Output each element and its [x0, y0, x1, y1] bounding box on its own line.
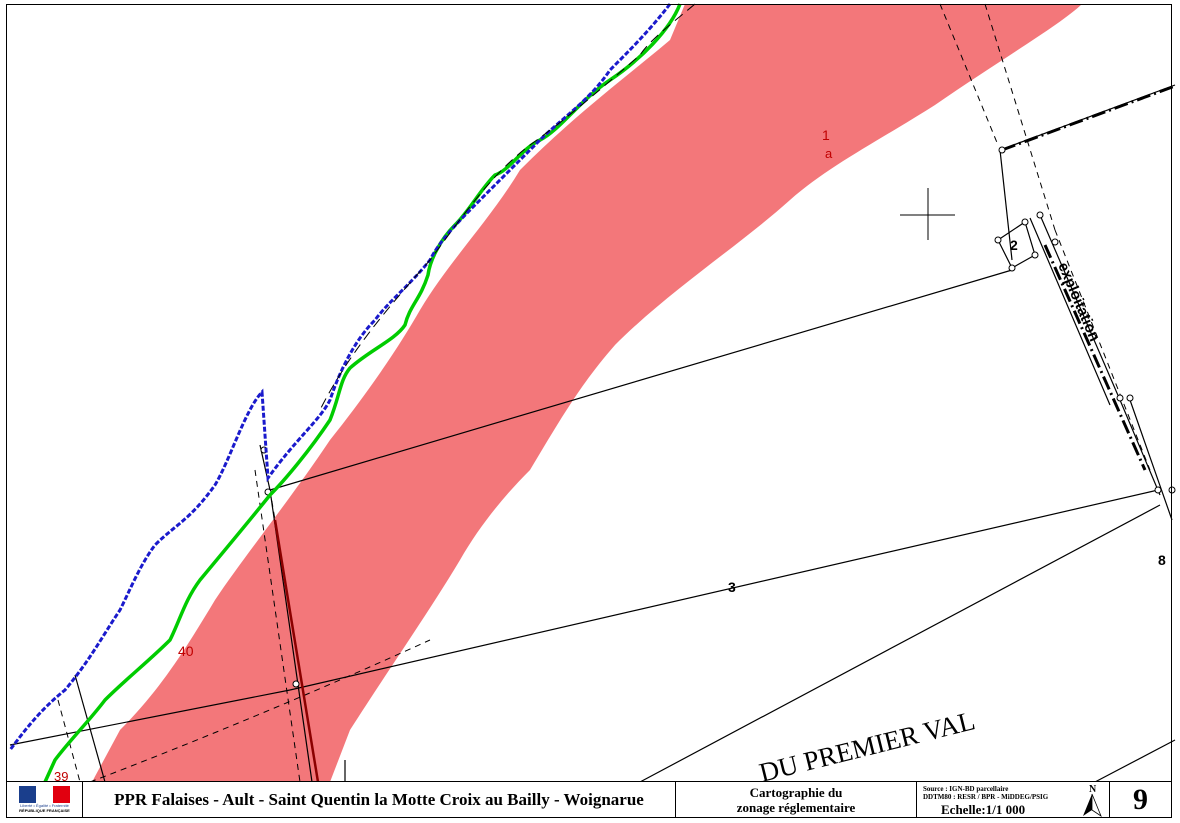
cadastral-lines	[9, 84, 1176, 783]
survey-points	[260, 146, 1176, 688]
property-boundary	[1001, 84, 1176, 471]
marianne-flag-icon	[18, 786, 71, 803]
subtitle-line-2: zonage réglementaire	[736, 799, 856, 815]
subtitle-line-1: Cartographie du	[749, 784, 843, 800]
parcel-1-label: 1	[822, 127, 830, 143]
logo-motto: Liberté • Égalité • Fraternité	[20, 803, 69, 808]
north-arrow-icon: N	[1083, 784, 1102, 817]
source-line-1: Source : IGN-BD parcellaire	[923, 785, 1009, 793]
cliff-edge-blue	[8, 3, 672, 751]
parcel-2-label: 2	[1010, 237, 1018, 253]
source-line-2: DDTM80 : RESR / BPR - MiDDEG/PSIG	[923, 793, 1049, 801]
logo-republic: RÉPUBLIQUE FRANÇAISE	[19, 808, 70, 813]
cliff-top-green	[43, 3, 682, 783]
map-subtitle: Cartographie du zonage réglementaire	[676, 782, 917, 817]
road-name-label: DU PREMIER VAL	[756, 705, 978, 788]
hazard-zone	[92, 4, 1082, 782]
parcel-40-label: 40	[178, 643, 194, 659]
parcel-39-label: 39	[54, 769, 68, 784]
cliff-dashed-black	[319, 3, 696, 411]
sheet-number: 9	[1133, 782, 1148, 816]
parcel-8-label: 8	[1158, 552, 1166, 568]
north-label: N	[1089, 784, 1097, 795]
republic-logo: Liberté • Égalité • Fraternité RÉPUBLIQU…	[7, 782, 83, 817]
title-block: Liberté • Égalité • Fraternité RÉPUBLIQU…	[6, 781, 1172, 818]
dark-red-line	[273, 519, 320, 783]
parcel-3-label: 3	[728, 579, 736, 595]
source-cell: Source : IGN-BD parcellaire DDTM80 : RES…	[917, 782, 1110, 817]
scale-label: Echelle:1/1 000	[941, 802, 1026, 817]
parcel-1-sub-label: a	[825, 146, 833, 161]
map-title: PPR Falaises - Ault - Saint Quentin la M…	[83, 782, 676, 817]
